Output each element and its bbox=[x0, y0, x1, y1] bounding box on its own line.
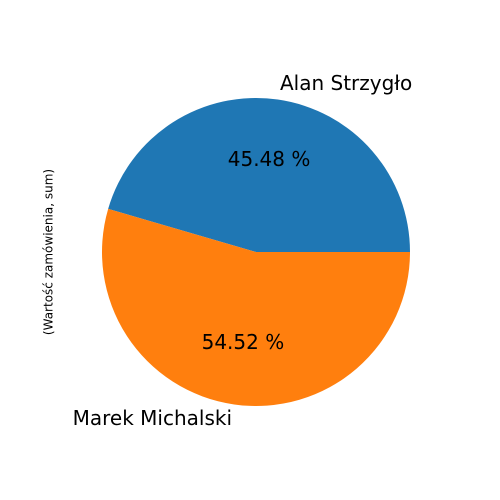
slice-category-label-0: Alan Strzygło bbox=[280, 71, 412, 95]
y-axis-label: (Wartość zamówienia, sum) bbox=[42, 169, 56, 335]
pie-slice-1 bbox=[101, 208, 410, 407]
slice-category-label-1: Marek Michalski bbox=[73, 406, 232, 430]
labels-layer: 45.48 % Alan Strzygło 54.52 % Marek Michals… bbox=[73, 71, 413, 430]
pie-slice-0 bbox=[108, 98, 410, 252]
slices-layer bbox=[101, 98, 410, 407]
slice-percent-label-1: 54.52 % bbox=[202, 330, 285, 354]
slice-percent-label-0: 45.48 % bbox=[228, 147, 311, 171]
